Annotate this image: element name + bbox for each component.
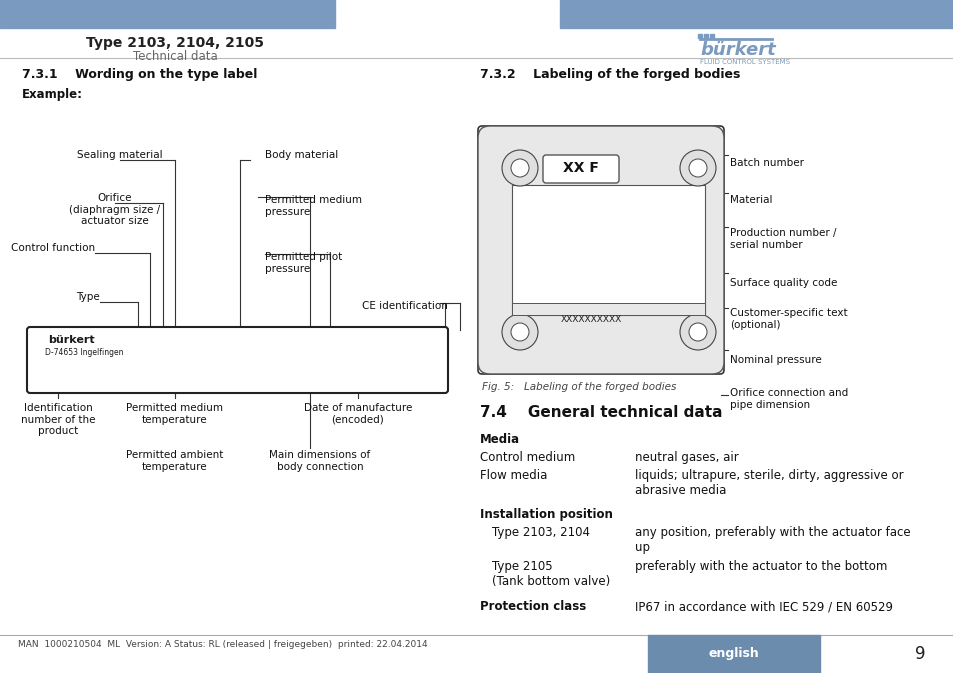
Text: 7.3.1    Wording on the type label: 7.3.1 Wording on the type label <box>22 68 257 81</box>
Text: bürkert: bürkert <box>515 190 550 199</box>
Circle shape <box>511 159 529 177</box>
Text: Permitted medium
temperature: Permitted medium temperature <box>127 403 223 425</box>
Text: Surface quality code: Surface quality code <box>729 278 837 288</box>
Text: 7.3.2    Labeling of the forged bodies: 7.3.2 Labeling of the forged bodies <box>479 68 740 81</box>
Bar <box>0 0 335 28</box>
Text: Batch number: Batch number <box>729 158 803 168</box>
Bar <box>512 303 704 315</box>
Text: 7.4    General technical data: 7.4 General technical data <box>479 405 721 420</box>
Text: Orifice connection and
pipe dimension: Orifice connection and pipe dimension <box>729 388 847 410</box>
Text: Production number /
serial number: Production number / serial number <box>729 228 836 250</box>
Text: neutral gases, air: neutral gases, air <box>635 451 738 464</box>
Text: Identification
number of the
product: Identification number of the product <box>21 403 95 436</box>
Text: Labeling of the forged bodies: Labeling of the forged bodies <box>523 382 676 392</box>
Text: XXXXXXXX/XXX: XXXXXXXX/XXX <box>592 190 646 196</box>
Text: Nominal pressure: Nominal pressure <box>729 355 821 365</box>
Text: bürkert: bürkert <box>700 41 775 59</box>
Text: Date of manufacture
(encoded): Date of manufacture (encoded) <box>303 403 412 425</box>
Text: Body material: Body material <box>265 150 338 160</box>
Text: Permitted ambient
temperature: Permitted ambient temperature <box>126 450 223 472</box>
FancyBboxPatch shape <box>542 155 618 183</box>
Text: Protection class: Protection class <box>479 600 586 613</box>
Text: Main dimensions of
body connection: Main dimensions of body connection <box>269 450 370 472</box>
Text: XX F: XX F <box>562 161 598 175</box>
Circle shape <box>679 314 716 350</box>
Text: Control function: Control function <box>10 243 95 253</box>
Bar <box>559 0 953 28</box>
FancyBboxPatch shape <box>27 327 448 393</box>
Text: 1.4435/316L(VS): 1.4435/316L(VS) <box>515 203 573 209</box>
Text: Permitted medium
pressure: Permitted medium pressure <box>265 195 361 217</box>
Text: Customer-specific text
(optional): Customer-specific text (optional) <box>729 308 846 330</box>
Text: 9: 9 <box>914 645 924 663</box>
Text: Technical data: Technical data <box>132 50 217 63</box>
Text: Flow media: Flow media <box>479 469 547 482</box>
Text: XXXXXXXXXX: XXXXXXXXXX <box>559 316 621 324</box>
FancyBboxPatch shape <box>477 126 723 374</box>
Text: Media: Media <box>479 433 519 446</box>
Text: Example:: Example: <box>22 88 83 101</box>
Text: Type 2103, 2104: Type 2103, 2104 <box>492 526 589 539</box>
Text: Orifice
(diaphragm size /
actuator size: Orifice (diaphragm size / actuator size <box>70 193 160 226</box>
Text: any position, preferably with the actuator face
up: any position, preferably with the actuat… <box>635 526 910 554</box>
Text: bürkert: bürkert <box>48 335 94 345</box>
Text: CE identification: CE identification <box>362 301 448 311</box>
Text: D-74653 Ingelfingen: D-74653 Ingelfingen <box>45 348 123 357</box>
Circle shape <box>511 323 529 341</box>
Text: Material: Material <box>729 195 772 205</box>
Text: IP67 in accordance with IEC 529 / EN 60529: IP67 in accordance with IEC 529 / EN 605… <box>635 600 892 613</box>
Text: PN16/CWP150: PN16/CWP150 <box>515 214 564 220</box>
Circle shape <box>679 150 716 186</box>
Text: Type 2105
(Tank bottom valve): Type 2105 (Tank bottom valve) <box>492 560 610 588</box>
Text: XXXXXX: XXXXXX <box>592 214 619 220</box>
Text: MAN  1000210504  ML  Version: A Status: RL (released | freigegeben)  printed: 22: MAN 1000210504 ML Version: A Status: RL … <box>18 640 427 649</box>
Text: XXXX: XXXX <box>592 203 610 209</box>
Text: Type 2103, 2104, 2105: Type 2103, 2104, 2105 <box>86 36 264 50</box>
Circle shape <box>501 314 537 350</box>
Bar <box>647 635 820 673</box>
Text: liquids; ultrapure, sterile, dirty, aggressive or
abrasive media: liquids; ultrapure, sterile, dirty, aggr… <box>635 469 902 497</box>
Text: Control medium: Control medium <box>479 451 575 464</box>
Text: FLUID CONTROL SYSTEMS: FLUID CONTROL SYSTEMS <box>700 59 789 65</box>
Text: Fig. 5:: Fig. 5: <box>481 382 514 392</box>
Circle shape <box>688 159 706 177</box>
Text: english: english <box>708 647 759 660</box>
Text: preferably with the actuator to the bottom: preferably with the actuator to the bott… <box>635 560 886 573</box>
Circle shape <box>501 150 537 186</box>
FancyBboxPatch shape <box>477 126 723 374</box>
Text: Permitted pilot
pressure: Permitted pilot pressure <box>265 252 342 274</box>
Circle shape <box>688 323 706 341</box>
Text: Sealing material: Sealing material <box>77 150 163 160</box>
Text: Installation position: Installation position <box>479 508 612 521</box>
Bar <box>512 185 704 315</box>
Text: Type: Type <box>76 292 100 302</box>
